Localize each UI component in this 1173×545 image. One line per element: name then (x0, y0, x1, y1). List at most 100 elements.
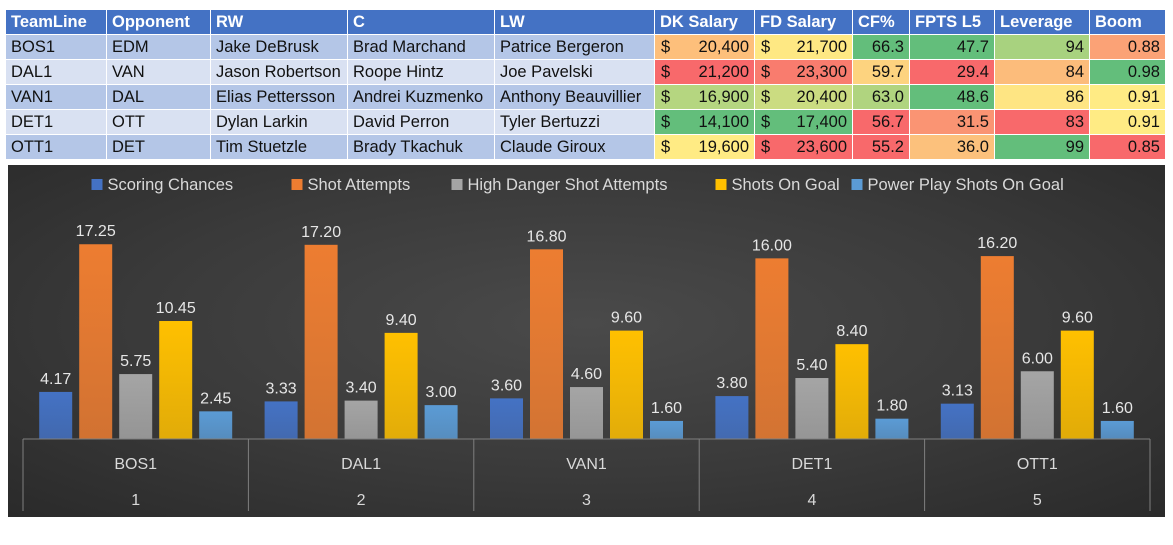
bar[interactable] (875, 418, 909, 439)
cell-cf-pct: 56.7 (852, 109, 910, 135)
legend-label: Scoring Chances (108, 176, 234, 194)
legend-entry[interactable]: High Danger Shot Attempts (451, 176, 668, 194)
bar-data-label: 17.20 (301, 224, 341, 241)
currency-symbol: $ (761, 62, 771, 81)
legend-label: Shot Attempts (308, 176, 411, 194)
bar-data-label: 3.60 (491, 377, 522, 394)
cell-opponent: EDM (106, 34, 211, 60)
legend-entry[interactable]: Shots On Goal (715, 176, 840, 194)
header-fd-salary[interactable]: FD Salary (754, 9, 853, 35)
cell-rw: Jason Robertson (210, 59, 348, 85)
bar-data-label: 1.60 (1102, 400, 1133, 417)
currency-symbol: $ (661, 112, 671, 131)
cell-cf-pct: 55.2 (852, 134, 910, 160)
cell-cf-pct: 59.7 (852, 59, 910, 85)
salary-value: 19,600 (698, 137, 749, 156)
cell-leverage: 84 (994, 59, 1090, 85)
bar[interactable] (610, 330, 643, 439)
table-row: DET1 OTT Dylan Larkin David Perron Tyler Ber… (5, 109, 1166, 135)
cell-c: Roope Hintz (347, 59, 495, 85)
bar[interactable] (715, 396, 749, 439)
legend-swatch (715, 179, 727, 190)
bar[interactable] (755, 258, 789, 439)
legend-swatch (451, 179, 463, 190)
table-row: DAL1 VAN Jason Robertson Roope Hintz Joe Pav… (5, 59, 1166, 85)
legend-label: High Danger Shot Attempts (468, 176, 668, 194)
bar[interactable] (304, 244, 338, 439)
bar-data-label: 10.45 (156, 300, 196, 317)
cell-cf-pct: 63.0 (852, 84, 910, 110)
bar[interactable] (159, 321, 193, 439)
cell-lw: Anthony Beauvillier (494, 84, 655, 110)
header-leverage[interactable]: Leverage (994, 9, 1090, 35)
bar-data-label: 3.80 (716, 375, 747, 392)
cell-lw: Claude Giroux (494, 134, 655, 160)
bar[interactable] (570, 387, 603, 439)
bar[interactable] (530, 249, 563, 439)
cell-lw: Patrice Bergeron (494, 34, 655, 60)
x-tick-label: OTT1 (1017, 456, 1058, 473)
bar[interactable] (79, 244, 113, 439)
bar[interactable] (424, 405, 458, 439)
bar[interactable] (1020, 371, 1054, 439)
bar[interactable] (490, 398, 523, 439)
legend-entry[interactable]: Shot Attempts (291, 176, 411, 194)
bar[interactable] (1060, 330, 1094, 439)
bar[interactable] (344, 400, 378, 439)
bar[interactable] (940, 403, 974, 439)
header-cf-pct[interactable]: CF% (852, 9, 910, 35)
legend-entry[interactable]: Power Play Shots On Goal (851, 176, 1064, 194)
header-teamline[interactable]: TeamLine (5, 9, 107, 35)
bar[interactable] (119, 374, 153, 439)
header-lw[interactable]: LW (494, 9, 655, 35)
header-rw[interactable]: RW (210, 9, 348, 35)
cell-teamline: OTT1 (5, 134, 107, 160)
cell-fd-salary: $23,600 (754, 134, 853, 160)
bar-data-label: 1.80 (876, 398, 907, 415)
cell-fpts-l5: 29.4 (909, 59, 995, 85)
bar[interactable] (264, 401, 298, 439)
bar-data-label: 16.20 (977, 235, 1017, 252)
cell-opponent: VAN (106, 59, 211, 85)
bar-data-label: 1.60 (651, 400, 682, 417)
header-fpts-l5[interactable]: FPTS L5 (909, 9, 995, 35)
currency-symbol: $ (761, 37, 771, 56)
cell-fpts-l5: 31.5 (909, 109, 995, 135)
table-row: OTT1 DET Tim Stuetzle Brady Tkachuk Claude G… (5, 134, 1166, 160)
bar[interactable] (384, 332, 418, 439)
x-tick-number: 2 (357, 492, 366, 509)
bar-data-label: 4.60 (571, 366, 602, 383)
cell-dk-salary: $14,100 (654, 109, 755, 135)
currency-symbol: $ (661, 37, 671, 56)
table-row: BOS1 EDM Jake DeBrusk Brad Marchand Patrice … (5, 34, 1166, 60)
cell-leverage: 83 (994, 109, 1090, 135)
cell-cf-pct: 66.3 (852, 34, 910, 60)
table-row: VAN1 DAL Elias Pettersson Andrei Kuzmenko An… (5, 84, 1166, 110)
header-boom[interactable]: Boom (1089, 9, 1166, 35)
bar-data-label: 9.60 (611, 310, 642, 327)
header-dk-salary[interactable]: DK Salary (654, 9, 755, 35)
header-opponent[interactable]: Opponent (106, 9, 211, 35)
bar[interactable] (795, 378, 829, 439)
header-c[interactable]: C (347, 9, 495, 35)
bar[interactable] (980, 256, 1014, 439)
cell-lw: Tyler Bertuzzi (494, 109, 655, 135)
salary-value: 14,100 (698, 112, 749, 131)
bar[interactable] (835, 344, 869, 439)
cell-fd-salary: $20,400 (754, 84, 853, 110)
bar[interactable] (39, 391, 73, 439)
cell-fd-salary: $21,700 (754, 34, 853, 60)
cell-boom: 0.91 (1089, 109, 1166, 135)
bar[interactable] (1100, 420, 1134, 439)
salary-value: 21,700 (796, 37, 847, 56)
cell-dk-salary: $21,200 (654, 59, 755, 85)
cell-boom: 0.91 (1089, 84, 1166, 110)
bar[interactable] (650, 420, 683, 439)
cell-leverage: 94 (994, 34, 1090, 60)
bar-data-label: 2.45 (200, 390, 231, 407)
cell-rw: Dylan Larkin (210, 109, 348, 135)
legend-entry[interactable]: Scoring Chances (91, 176, 234, 194)
salary-value: 17,400 (796, 112, 847, 131)
bar[interactable] (199, 411, 233, 439)
bar-data-label: 3.33 (266, 380, 297, 397)
